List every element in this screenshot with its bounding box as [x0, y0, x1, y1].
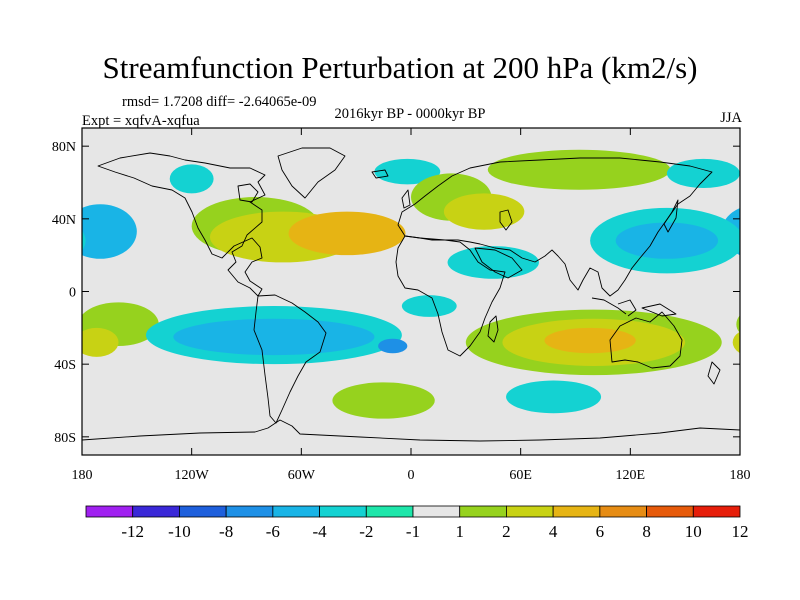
anomaly-region [288, 211, 406, 256]
x-tick-label: 0 [408, 468, 415, 483]
y-tick-label: 40N [52, 213, 76, 228]
colorbar-swatch [552, 505, 601, 518]
colorbar-label: -2 [359, 522, 373, 541]
colorbar-swatch [459, 505, 507, 518]
x-tick-label: 180 [72, 468, 93, 483]
colorbar-swatch [506, 505, 554, 518]
x-tick-label: 60W [288, 468, 316, 483]
caspian-sea-coastline [499, 209, 513, 231]
anomaly-region [544, 327, 636, 354]
colorbar-label: -12 [121, 522, 144, 541]
anomaly-region [732, 331, 740, 354]
colorbar-label: 12 [732, 522, 749, 541]
colorbar-label: -10 [168, 522, 191, 541]
arabian-peninsula-coastline [474, 247, 523, 279]
colorbar-swatch [599, 505, 647, 518]
anomaly-region [332, 382, 435, 419]
north-america-coastline [97, 152, 266, 297]
anomaly-region [487, 149, 671, 190]
colorbar-swatch [272, 505, 320, 518]
british-isles-coastline [401, 189, 411, 209]
colorbar-label: 2 [502, 522, 511, 541]
new-guinea-coastline [641, 303, 677, 317]
season-label: JJA [720, 110, 742, 126]
chart-title: Streamfunction Perturbation at 200 hPa (… [102, 50, 698, 85]
colorbar-label: -4 [312, 522, 327, 541]
anomaly-region [173, 318, 375, 356]
anomaly-region [374, 158, 441, 185]
period-label: 2016kyr BP - 0000kyr BP [334, 106, 486, 122]
indonesia-coastline [591, 297, 637, 317]
colorbar-swatch [319, 505, 367, 518]
colorbar-label: 8 [642, 522, 651, 541]
africa-coastline [395, 235, 506, 357]
colorbar-label: 6 [596, 522, 605, 541]
x-tick-label: 180 [730, 468, 751, 483]
colorbar-label: -1 [406, 522, 420, 541]
anomaly-region [401, 295, 457, 317]
colorbar-label: 10 [685, 522, 702, 541]
colorbar-label: 4 [549, 522, 558, 541]
x-tick-label: 60E [509, 468, 532, 483]
colorbar-swatch [646, 505, 694, 518]
y-tick-label: 80S [54, 431, 76, 446]
new-zealand-coastline [707, 361, 721, 385]
colorbar-swatch [179, 505, 227, 518]
y-tick-label: 0 [69, 286, 76, 301]
colorbar-swatch [225, 505, 274, 518]
anomaly-region [82, 327, 119, 357]
anomaly-region [378, 338, 408, 354]
australia-coastline [609, 311, 683, 369]
anomaly-region [169, 164, 214, 194]
japan-coastline [663, 199, 679, 233]
rmsd-stats-label: rmsd= 1.7208 diff= -2.64065e-09 [122, 94, 317, 110]
colorbar-swatch [132, 505, 180, 518]
colorbar-swatch [85, 505, 134, 518]
eurasia-coastline [397, 157, 713, 297]
anomaly-region [82, 204, 137, 259]
colorbar-swatch [692, 505, 741, 518]
anomaly-region [443, 193, 525, 230]
greenland-coastline [277, 147, 346, 199]
hudson-bay-coastline [237, 183, 259, 203]
y-tick-label: 40S [54, 358, 76, 373]
anomaly-region [736, 315, 740, 334]
x-tick-label: 120W [175, 468, 210, 483]
experiment-label: Expt = xqfvA-xqfua [82, 113, 200, 129]
south-america-coastline [253, 294, 327, 424]
anomaly-region [447, 246, 539, 279]
x-tick-label: 120E [616, 468, 646, 483]
axis-ticks: 80N 40N 0 40S 80S 180 120W 60W 0 60E 120E 180 [52, 128, 751, 483]
iceland-coastline [371, 169, 389, 179]
anomaly-region [506, 380, 602, 414]
colorbar-label: -6 [266, 522, 280, 541]
colorbar: -12 -10 -8 -6 -4 -2 -1 1 2 4 6 8 10 12 [85, 505, 749, 541]
anomaly-region [666, 158, 740, 188]
anomaly-region [82, 230, 86, 251]
colorbar-label: 1 [455, 522, 464, 541]
coastlines [82, 147, 740, 442]
colorbar-swatch [365, 505, 414, 518]
anomaly-field [82, 149, 740, 419]
madagascar-coastline [487, 315, 499, 343]
colorbar-swatch [412, 505, 461, 518]
anomaly-region [615, 222, 719, 259]
colorbar-label: -8 [219, 522, 233, 541]
y-tick-label: 80N [52, 140, 76, 155]
antarctica-coastline [82, 419, 740, 442]
